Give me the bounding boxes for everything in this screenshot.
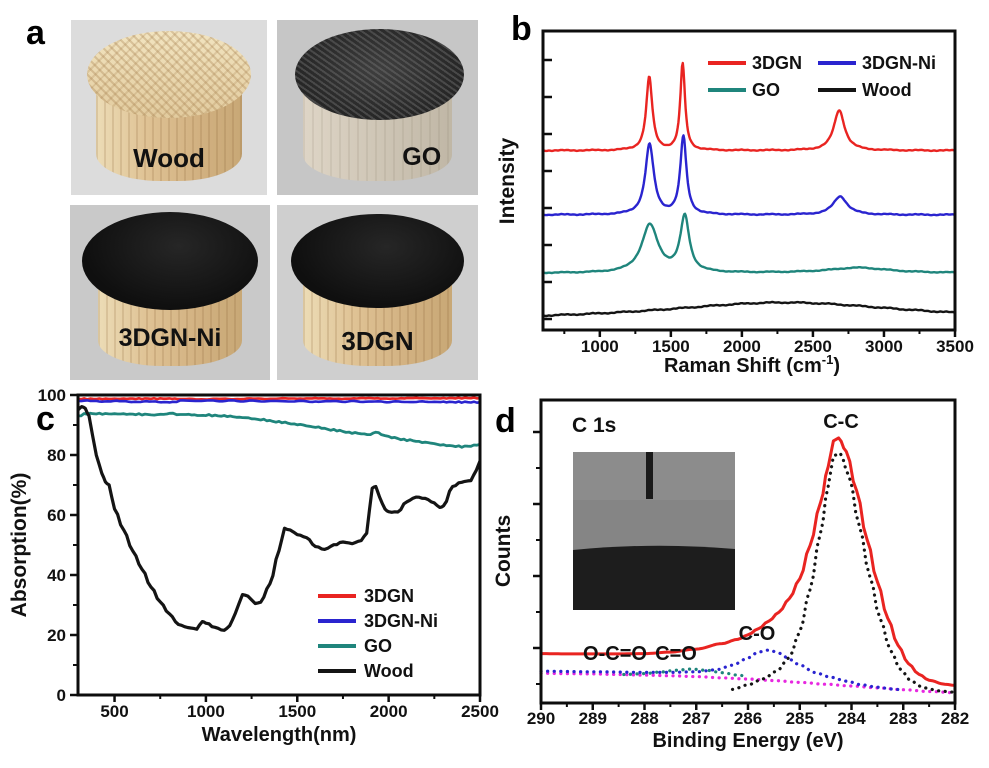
sample-label: GO xyxy=(402,142,442,171)
svg-text:3DGN: 3DGN xyxy=(752,53,802,73)
legend: 3DGN 3DGN-Ni GO Wood xyxy=(708,53,936,100)
svg-text:289: 289 xyxy=(579,709,607,728)
svg-text:2000: 2000 xyxy=(370,702,408,721)
peak-annotations: C 1s C-C C-O C=O O-C=O xyxy=(572,411,859,665)
sample-label: 3DGN-Ni xyxy=(118,324,222,352)
svg-text:Absorption(%): Absorption(%) xyxy=(8,473,31,618)
svg-text:284: 284 xyxy=(837,709,866,728)
series-C=O component xyxy=(622,667,750,678)
svg-text:290: 290 xyxy=(527,709,555,728)
svg-text:3DGN-Ni: 3DGN-Ni xyxy=(364,611,438,631)
absorption-spectra-chart: 500 1000 1500 2000 2500 0 20 40 60 80 100 Wavelengt… xyxy=(8,386,499,746)
y-axis xyxy=(543,58,552,321)
svg-text:3000: 3000 xyxy=(865,337,903,356)
svg-text:3DGN: 3DGN xyxy=(364,586,414,606)
svg-text:287: 287 xyxy=(682,709,710,728)
svg-text:0: 0 xyxy=(57,686,66,705)
svg-text:40: 40 xyxy=(47,566,66,585)
series-C-O component xyxy=(539,648,905,692)
axis-titles: Binding Energy (eV) Counts xyxy=(492,515,844,752)
photo-go: GO xyxy=(277,20,478,195)
series-Wood xyxy=(542,300,956,318)
svg-text:1500: 1500 xyxy=(278,702,316,721)
series-GO xyxy=(542,212,956,275)
svg-text:Wood: Wood xyxy=(364,661,414,681)
panel-label-a: a xyxy=(26,14,45,52)
svg-text:O-C=O: O-C=O xyxy=(583,643,647,665)
svg-text:20: 20 xyxy=(47,626,66,645)
series-Wood xyxy=(76,405,482,632)
series-envelope xyxy=(541,436,956,687)
3dgn-ni-cylinder-top xyxy=(82,212,258,310)
series-GO xyxy=(78,411,481,449)
svg-text:1000: 1000 xyxy=(187,702,225,721)
svg-text:GO: GO xyxy=(364,636,392,656)
svg-text:C=O: C=O xyxy=(655,643,697,665)
svg-text:C 1s: C 1s xyxy=(572,414,616,437)
svg-text:Binding Energy (eV): Binding Energy (eV) xyxy=(652,730,843,752)
svg-text:GO: GO xyxy=(752,80,780,100)
series-3DGN-Ni xyxy=(77,399,481,404)
x-axis: 500 1000 1500 2000 2500 xyxy=(100,695,499,721)
svg-text:1500: 1500 xyxy=(652,337,690,356)
go-cylinder-top xyxy=(295,28,464,120)
sample-label: 3DGN xyxy=(341,325,414,356)
svg-text:C-C: C-C xyxy=(823,411,859,433)
svg-text:1000: 1000 xyxy=(581,337,619,356)
svg-text:2500: 2500 xyxy=(794,337,832,356)
series-O-C=O component xyxy=(539,671,957,695)
axis-titles: Wavelength(nm) Absorption(%) xyxy=(8,473,356,746)
svg-text:2500: 2500 xyxy=(461,702,499,721)
svg-text:Wavelength(nm): Wavelength(nm) xyxy=(202,724,357,746)
svg-text:Raman Shift (cm-1): Raman Shift (cm-1) xyxy=(664,352,840,377)
contact-angle-inset-photo xyxy=(573,452,735,610)
x-axis: 1000 1500 2000 2500 3000 3500 xyxy=(563,330,974,356)
photo-3dgn-ni: 3DGN-Ni xyxy=(70,205,270,380)
series-group xyxy=(542,61,956,318)
series-3DGN-Ni xyxy=(542,134,956,217)
sample-label: Wood xyxy=(133,142,205,173)
y-axis xyxy=(533,430,541,685)
svg-text:500: 500 xyxy=(100,702,128,721)
svg-text:283: 283 xyxy=(889,709,917,728)
plot-frame xyxy=(541,29,957,332)
svg-text:Counts: Counts xyxy=(492,515,515,587)
legend: 3DGN 3DGN-Ni GO Wood xyxy=(318,586,438,681)
svg-text:80: 80 xyxy=(47,446,66,465)
photo-3dgn: 3DGN xyxy=(277,205,478,380)
y-axis: 0 20 40 60 80 100 xyxy=(38,386,78,705)
raman-spectra-chart: 1000 1500 2000 2500 3000 3500 Raman Shift (cm-… xyxy=(496,29,974,377)
svg-text:Wood: Wood xyxy=(862,80,912,100)
x-axis: 290 289 288 287 286 285 284 283 282 xyxy=(527,703,969,728)
panel-label-c: c xyxy=(36,400,55,438)
series-group xyxy=(539,436,957,695)
axis-titles: Raman Shift (cm-1) Intensity xyxy=(496,138,840,377)
svg-text:285: 285 xyxy=(786,709,814,728)
series-C-C component xyxy=(730,451,954,694)
svg-text:100: 100 xyxy=(38,386,66,405)
series-3DGN xyxy=(542,61,956,153)
svg-text:286: 286 xyxy=(734,709,762,728)
svg-text:60: 60 xyxy=(47,506,66,525)
wood-cylinder-top xyxy=(86,30,252,118)
panel-label-d: d xyxy=(495,402,516,440)
svg-text:Intensity: Intensity xyxy=(496,138,519,225)
photo-wood: Wood xyxy=(71,20,267,195)
svg-text:3500: 3500 xyxy=(936,337,974,356)
svg-text:282: 282 xyxy=(941,709,969,728)
series-3DGN xyxy=(77,396,481,401)
series-group xyxy=(76,396,482,632)
svg-text:3DGN-Ni: 3DGN-Ni xyxy=(862,53,936,73)
svg-text:2000: 2000 xyxy=(723,337,761,356)
svg-text:288: 288 xyxy=(630,709,658,728)
needle-icon xyxy=(646,452,653,499)
svg-text:C-O: C-O xyxy=(739,623,776,645)
panel-label-b: b xyxy=(511,10,532,48)
3dgn-cylinder-top xyxy=(291,213,464,309)
